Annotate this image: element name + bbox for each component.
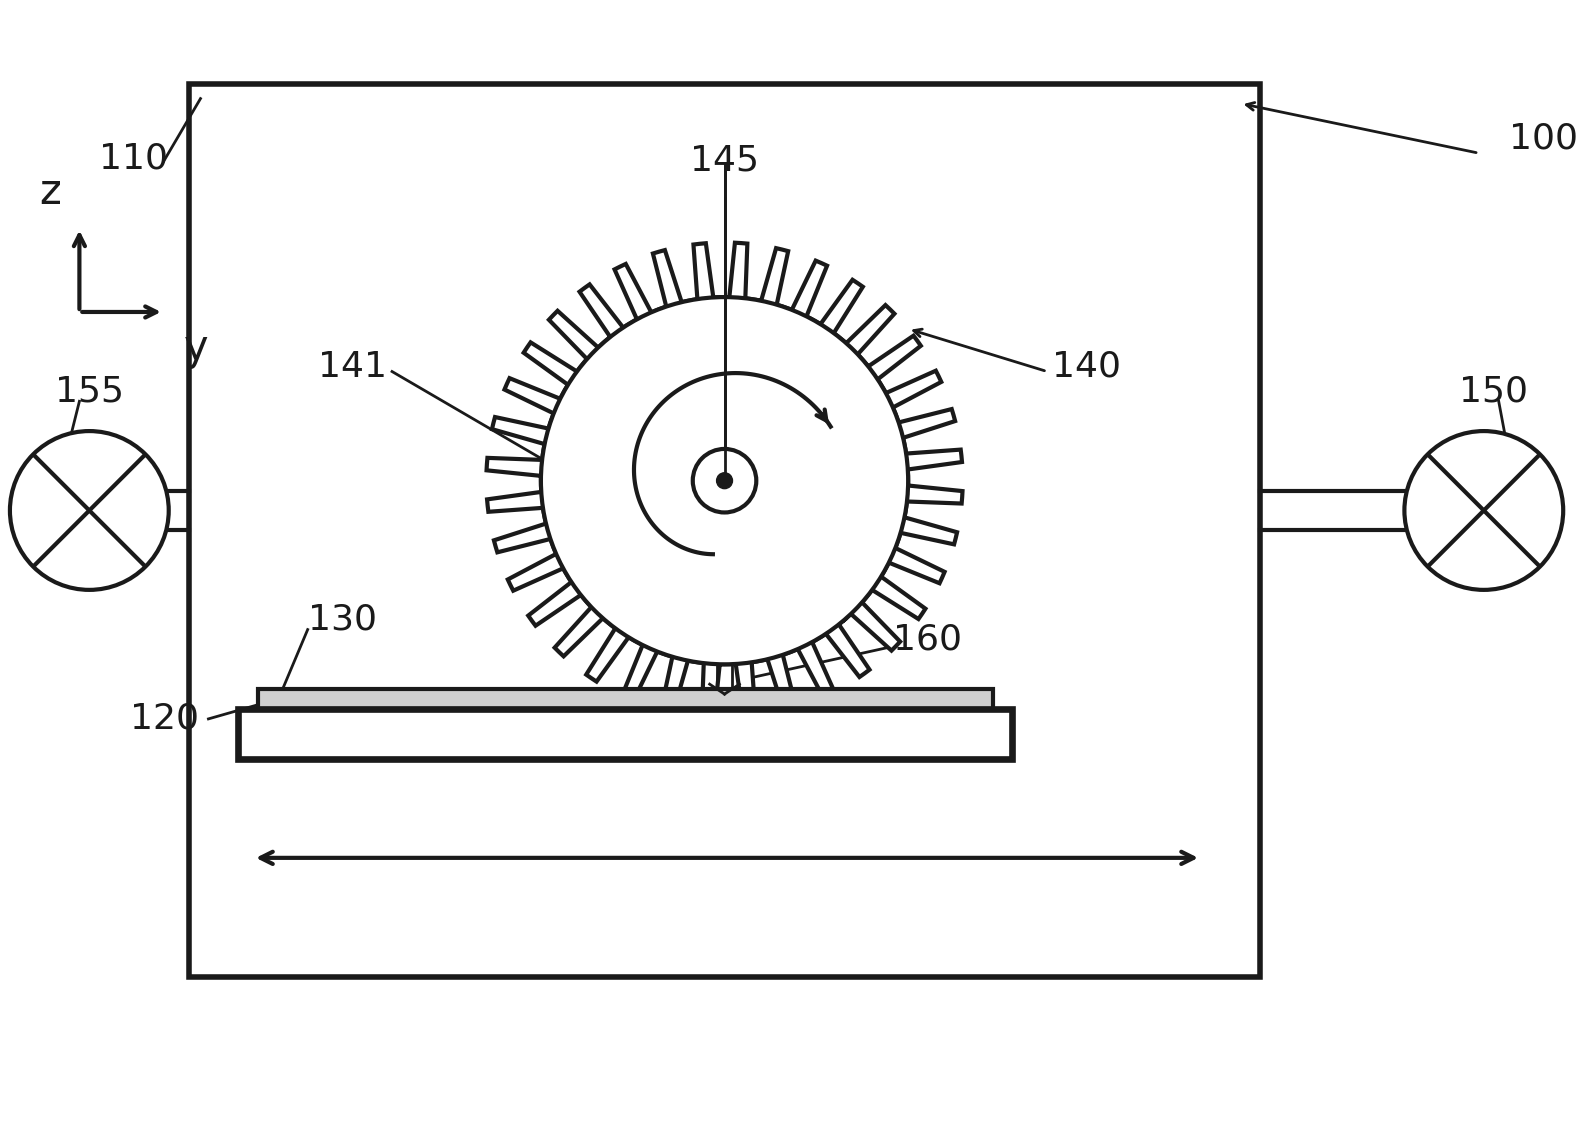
Bar — [189, 84, 1260, 977]
Text: 145: 145 — [690, 145, 760, 178]
Text: 120: 120 — [129, 702, 199, 736]
Text: 100: 100 — [1508, 122, 1578, 155]
Bar — [257, 689, 993, 709]
Text: z: z — [38, 171, 60, 212]
Circle shape — [1405, 431, 1564, 590]
Text: y: y — [184, 327, 208, 369]
Text: 140: 140 — [1052, 350, 1122, 383]
Circle shape — [540, 297, 909, 664]
Polygon shape — [486, 243, 963, 719]
Text: 110: 110 — [99, 141, 168, 175]
Circle shape — [10, 431, 168, 590]
Circle shape — [717, 473, 733, 489]
Text: 155: 155 — [54, 374, 124, 408]
Text: 160: 160 — [893, 623, 963, 656]
Text: 130: 130 — [308, 602, 377, 637]
Text: 150: 150 — [1459, 374, 1529, 408]
Text: 141: 141 — [318, 350, 388, 383]
Bar — [238, 709, 1012, 758]
Circle shape — [693, 448, 756, 513]
